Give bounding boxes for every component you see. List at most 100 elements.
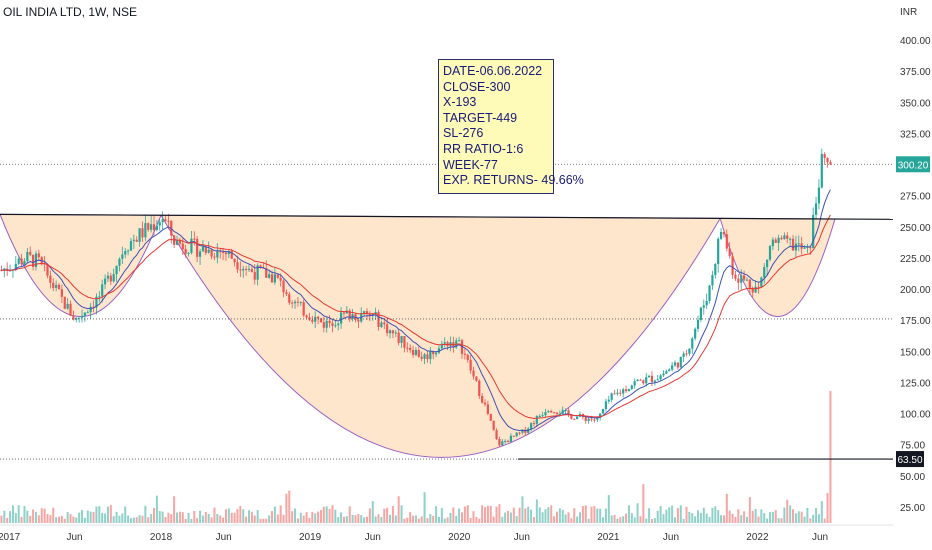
candle-body bbox=[676, 362, 679, 368]
volume-bar bbox=[181, 512, 184, 523]
volume-bar bbox=[236, 509, 239, 523]
cup-handle-pattern bbox=[0, 213, 836, 458]
volume-bar bbox=[78, 512, 81, 523]
candle-body bbox=[679, 356, 682, 368]
candle-body bbox=[740, 275, 743, 283]
volume-bar bbox=[403, 518, 406, 523]
volume-bar bbox=[518, 507, 521, 523]
volume-bar bbox=[530, 509, 533, 523]
moving-averages bbox=[1, 189, 831, 432]
candle-body bbox=[124, 251, 127, 255]
candle-body bbox=[705, 300, 708, 306]
candle-body bbox=[797, 243, 800, 245]
candle-body bbox=[14, 263, 17, 270]
volume-bar bbox=[708, 516, 711, 523]
volume-bar bbox=[6, 517, 9, 523]
handle-arc bbox=[719, 217, 836, 318]
volume-bar bbox=[555, 511, 558, 523]
candle-body bbox=[492, 420, 495, 431]
volume-bar bbox=[308, 518, 311, 523]
volume-bar bbox=[671, 505, 674, 523]
volume-bar bbox=[340, 512, 343, 523]
candle-body bbox=[342, 312, 346, 314]
volume-bar bbox=[412, 515, 415, 523]
volume-bar bbox=[619, 517, 622, 523]
candle-body bbox=[132, 239, 135, 241]
volume-bar bbox=[380, 517, 383, 523]
volume-bar bbox=[394, 515, 397, 523]
volume-bar bbox=[806, 507, 809, 523]
volume-bar bbox=[34, 512, 37, 523]
volume-bar bbox=[691, 513, 694, 523]
candle-body bbox=[777, 237, 780, 243]
candle-body bbox=[463, 353, 466, 355]
candle-body bbox=[547, 411, 550, 413]
candle-body bbox=[49, 275, 52, 283]
volume-bar bbox=[112, 516, 115, 523]
candle-body bbox=[642, 380, 645, 384]
candle-body bbox=[498, 439, 501, 446]
x-tick-label: 2020 bbox=[448, 532, 471, 543]
volume-bar bbox=[771, 511, 774, 523]
candle-body bbox=[665, 371, 668, 374]
volume-bar bbox=[512, 507, 515, 523]
volume-bar bbox=[463, 506, 466, 523]
price-axis[interactable]: INR 25.00 50.00 75.00 100.00 125.00 150.00 175.… bbox=[900, 7, 931, 514]
candle-body bbox=[417, 349, 420, 357]
volume-bar bbox=[777, 518, 780, 523]
candle-body bbox=[325, 320, 328, 328]
volume-bar bbox=[282, 514, 285, 523]
last-price-tag bbox=[896, 156, 930, 173]
x-tick-label: Jun bbox=[663, 532, 679, 543]
y-tick-label: 250.00 bbox=[900, 223, 931, 234]
volume-bar bbox=[49, 515, 52, 523]
candle-body bbox=[751, 287, 754, 293]
candle-body bbox=[282, 280, 285, 293]
candle-body bbox=[164, 219, 167, 221]
candle-body bbox=[322, 322, 325, 328]
y-tick-label: 75.00 bbox=[900, 441, 925, 452]
volume-bar bbox=[786, 499, 789, 523]
volume-bar bbox=[227, 508, 230, 523]
candle-body bbox=[731, 256, 734, 275]
volume-bar bbox=[23, 506, 26, 523]
volume-bar bbox=[478, 518, 481, 523]
candle-body bbox=[293, 301, 297, 304]
candle-body bbox=[221, 251, 225, 253]
candle-body bbox=[23, 261, 26, 265]
y-tick-label: 275.00 bbox=[900, 192, 931, 203]
volume-bar bbox=[328, 509, 331, 523]
volume-bar bbox=[135, 517, 138, 523]
volume-bar bbox=[357, 514, 360, 523]
volume-bar bbox=[400, 505, 403, 523]
candle-body bbox=[397, 332, 400, 343]
volume-bar bbox=[32, 509, 35, 523]
candle-body bbox=[717, 238, 720, 264]
volume-bar bbox=[351, 514, 354, 523]
volume-bar bbox=[273, 506, 276, 523]
volume-bar bbox=[158, 511, 161, 523]
x-tick-label: 2018 bbox=[150, 532, 173, 543]
candle-body bbox=[420, 356, 423, 359]
time-axis[interactable]: 2017 Jun 2018 Jun 2019 Jun 2020 Jun 2021 Jun 2022 J… bbox=[0, 524, 893, 543]
candle-body bbox=[3, 268, 6, 271]
candle-body bbox=[63, 296, 66, 309]
volume-bar bbox=[0, 515, 3, 523]
volume-bar bbox=[826, 493, 829, 523]
candle-body bbox=[437, 348, 441, 353]
volume-bar bbox=[800, 511, 803, 523]
volume-bar bbox=[354, 515, 357, 523]
candle-body bbox=[573, 418, 576, 420]
candle-body bbox=[204, 246, 207, 253]
volume-bar bbox=[374, 516, 377, 523]
volume-bar bbox=[3, 510, 6, 523]
volume-bar bbox=[653, 518, 656, 523]
volume-bar bbox=[740, 515, 743, 523]
x-tick-label: 2022 bbox=[746, 532, 769, 543]
candle-body bbox=[458, 340, 461, 342]
volume-bar bbox=[259, 518, 262, 523]
volume-bar bbox=[397, 496, 400, 523]
volume-bar bbox=[199, 510, 202, 523]
candle-body bbox=[78, 317, 81, 319]
